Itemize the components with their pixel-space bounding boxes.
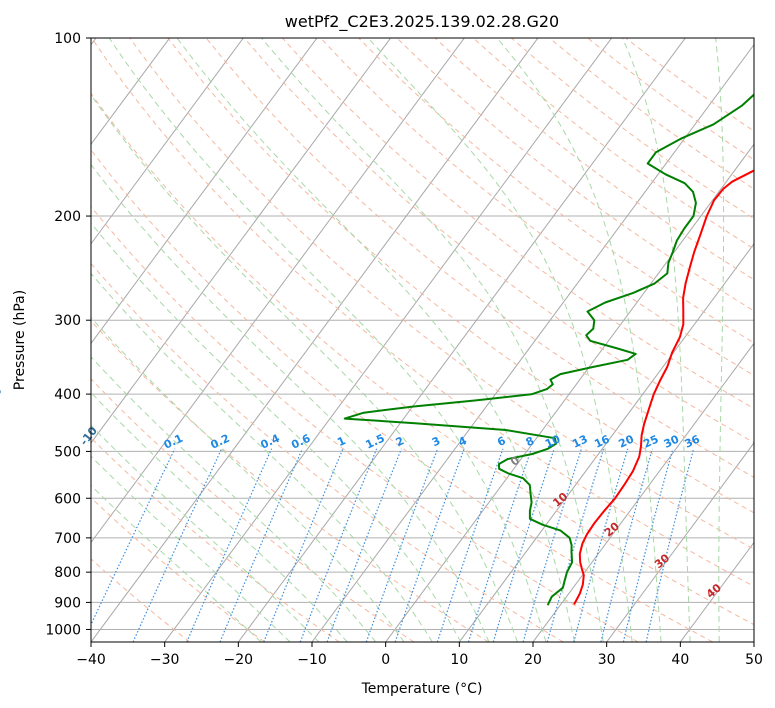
mixing-ratio-label: 36 — [682, 432, 702, 450]
mixing-ratio-line — [365, 448, 439, 642]
moist-adiabat-line — [715, 38, 725, 642]
dry-adiabat-line — [91, 149, 713, 642]
y-tick-label: 300 — [54, 313, 81, 329]
mixing-ratio-line — [573, 448, 629, 642]
mixing-ratio-line — [436, 448, 504, 642]
x-tick-label: 50 — [745, 652, 763, 668]
mixing-ratio-label: 16 — [592, 432, 612, 450]
isotherm-line — [606, 442, 754, 642]
mixing-ratio-line — [645, 448, 695, 642]
mixing-ratio-line — [186, 448, 273, 642]
y-tick-label: 1000 — [45, 622, 81, 638]
mixing-ratio-line — [622, 448, 674, 642]
dry-adiabat-line — [91, 378, 415, 642]
dewpoint-profile-line — [343, 93, 754, 606]
mixing-ratio-line — [600, 448, 653, 642]
mixing-ratio-line — [492, 448, 555, 642]
moist-adiabat-line — [367, 38, 633, 642]
background-lines — [91, 38, 754, 642]
dry-adiabat-line — [91, 38, 754, 587]
moist-adiabat-line — [261, 38, 604, 642]
isotherm-line — [91, 38, 392, 444]
isotherm-line — [91, 38, 244, 245]
x-tick-label: −40 — [76, 652, 106, 668]
temperature-profile-line — [573, 169, 754, 605]
moist-adiabat-line — [91, 484, 262, 642]
x-tick-label: 40 — [671, 652, 689, 668]
y-tick-label: 500 — [54, 444, 81, 460]
isotherm-line — [91, 38, 539, 642]
mixing-ratio-label: 10 — [543, 432, 563, 450]
moist-adiabat-line — [91, 391, 348, 642]
mixing-ratio-line — [263, 448, 344, 642]
dry-adiabat-line — [91, 92, 754, 626]
y-tick-label: 600 — [54, 491, 81, 507]
moist-adiabat-line — [91, 356, 377, 642]
isotherm-line — [311, 43, 754, 642]
x-axis-label: Temperature (°C) — [361, 681, 483, 697]
mixing-ratio-line — [546, 448, 605, 642]
isotherm-line — [679, 541, 754, 642]
mixing-ratio-line — [394, 448, 465, 642]
x-tick-label: −20 — [224, 652, 254, 668]
isotherm-line — [458, 242, 754, 642]
y-tick-label: 400 — [54, 387, 81, 403]
isotherm-line — [532, 342, 754, 642]
y-axis-ticks: 100 200 300 400 500 600 700 800 900 1000 — [45, 31, 91, 638]
x-tick-label: 30 — [598, 652, 616, 668]
mixing-ratio-line — [219, 448, 303, 642]
mixing-ratio-line — [467, 448, 533, 642]
y-tick-label: 100 — [54, 31, 81, 47]
isotherm-line — [385, 143, 754, 642]
mixing-ratio-label: 25 — [641, 433, 660, 451]
y-tick-label: 800 — [54, 565, 81, 581]
y-tick-label: 700 — [54, 531, 81, 547]
mixing-ratio-label: 13 — [570, 433, 589, 451]
dry-adiabat-line — [243, 38, 754, 444]
mixing-ratio-label: 20 — [617, 432, 637, 450]
dry-adiabat-line — [167, 38, 754, 514]
x-axis-ticks: −40 −30 −20 −10 0 10 20 30 40 50 — [76, 642, 763, 668]
dry-adiabat-line — [91, 558, 191, 642]
isotherm-line — [91, 38, 171, 146]
moist-adiabat-line — [91, 163, 490, 642]
isotherm-line — [91, 38, 318, 345]
moist-adiabat-line — [108, 38, 547, 642]
dry-adiabat-line — [282, 38, 754, 410]
mixing-ratio-line — [299, 448, 378, 642]
moist-adiabat-line — [621, 38, 691, 642]
isotherm-line — [164, 38, 613, 642]
y-tick-label: 200 — [54, 209, 81, 225]
mixing-ratio-line — [91, 448, 176, 626]
moist-adiabat-line — [91, 222, 462, 642]
y-axis-label: Pressure (hPa) — [12, 290, 28, 390]
y-tick-label: 900 — [54, 595, 81, 611]
x-tick-label: 20 — [524, 652, 542, 668]
moist-adiabat-line — [496, 38, 662, 642]
isotherm-line — [91, 38, 465, 544]
series-lines — [343, 93, 754, 606]
moist-adiabat-line — [91, 94, 518, 642]
dry-adiabat-line — [91, 437, 340, 642]
mixing-ratio-line — [522, 448, 582, 642]
mixing-ratio-line — [132, 448, 223, 642]
mixing-ratio-label: 30 — [662, 432, 682, 450]
plot-frame — [90, 37, 755, 643]
isotherm-line — [237, 38, 686, 642]
mixing-ratio-line — [326, 448, 402, 642]
x-tick-label: −10 — [297, 652, 327, 668]
moist-adiabat-line — [91, 455, 291, 642]
moist-adiabat-line — [91, 272, 433, 642]
x-tick-label: −30 — [150, 652, 180, 668]
dry-adiabat-line — [129, 38, 754, 550]
moist-adiabat-line — [91, 316, 405, 642]
chart-title: wetPf2_C2E3.2025.139.02.28.G20 — [285, 12, 559, 32]
moist-adiabat-line — [91, 424, 320, 642]
x-tick-label: 10 — [450, 652, 468, 668]
x-tick-label: 0 — [381, 652, 390, 668]
